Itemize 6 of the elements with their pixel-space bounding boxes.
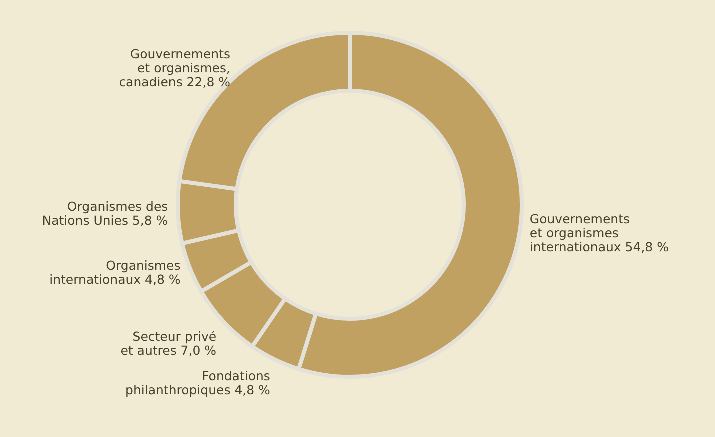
slice-label: Gouvernements et organismes, canadiens 22,8 % <box>119 46 231 90</box>
slice-label: Organismes des Nations Unies 5,8 % <box>42 199 168 228</box>
slice-label: Organismes internationaux 4,8 % <box>50 258 181 287</box>
slice-label: Secteur privé et autres 7,0 % <box>120 328 217 358</box>
slice-label: Gouvernements et organismes internationaux 54,8 % <box>530 211 670 254</box>
slice-label: Fondations philanthropiques 4,8 % <box>126 368 271 398</box>
